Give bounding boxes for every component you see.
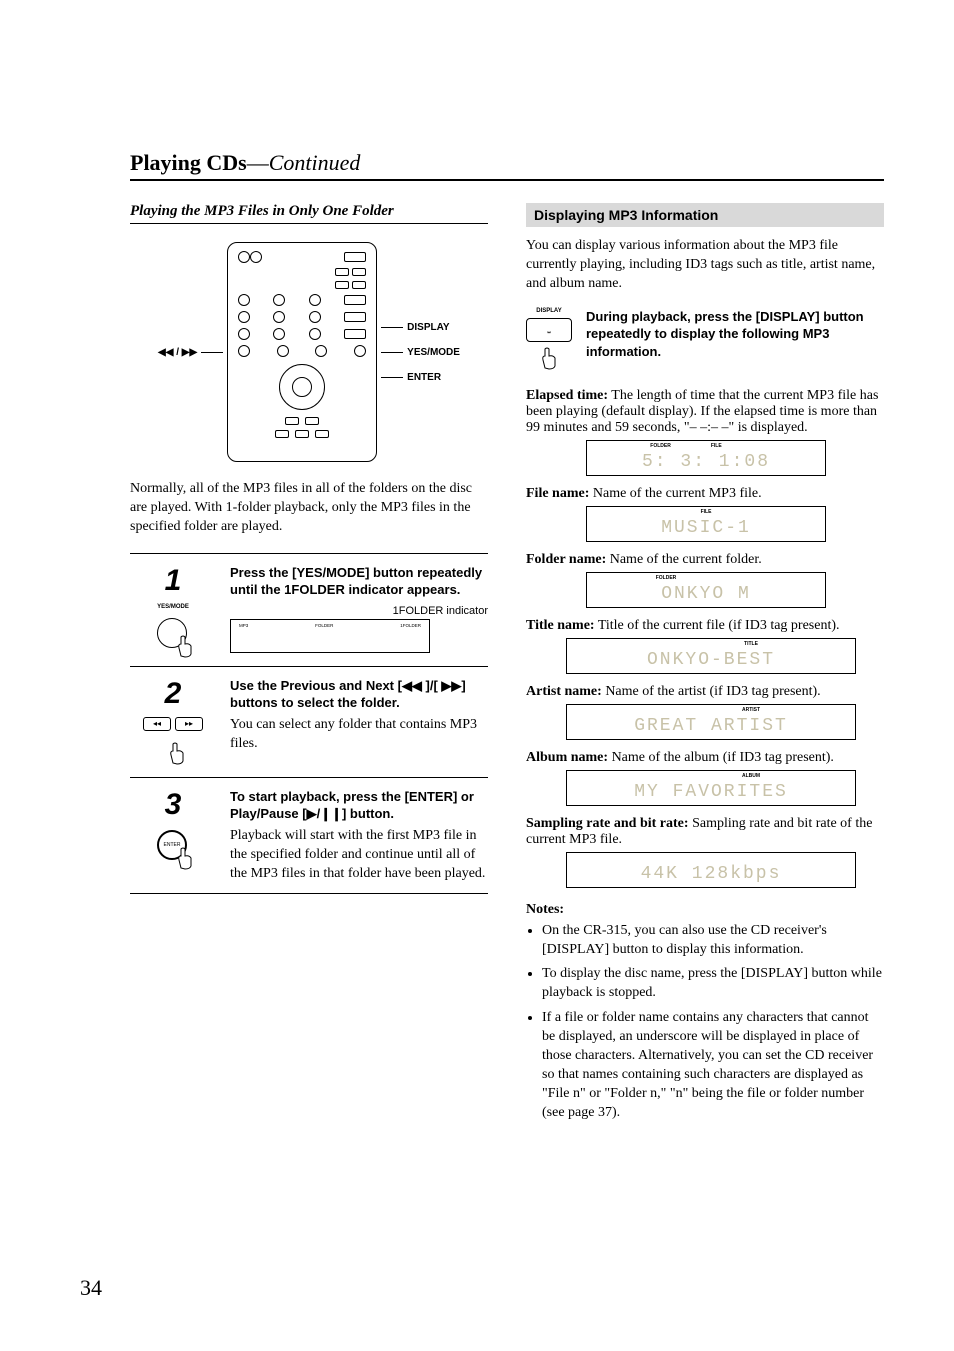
lcd-mp3: MP3: [239, 623, 248, 649]
notes-list: On the CR-315, you can also use the CD r…: [526, 922, 884, 1123]
diagram-label-prevnext: ◀◀ / ▶▶: [158, 347, 197, 358]
info-item-label: Artist name: Name of the artist (if ID3 …: [526, 684, 884, 700]
diagram-label-display: DISPLAY: [407, 322, 449, 333]
lcd-segment-text: 5: 3: 1:08: [642, 452, 770, 472]
section-title: Playing the MP3 Files in Only One Folder: [130, 203, 488, 224]
display-button-icon: ⎵: [526, 318, 572, 342]
step-number: 2: [165, 677, 182, 711]
lcd-segment-text: GREAT ARTIST: [634, 716, 788, 736]
diagram-label-yesmode: YES/MODE: [407, 347, 460, 358]
info-item-label-text: Name of the current MP3 file.: [589, 486, 761, 501]
title-sep: —: [247, 150, 269, 175]
info-item-label-bold: Elapsed time:: [526, 388, 608, 403]
info-item-label-bold: Title name:: [526, 618, 595, 633]
note-item: To display the disc name, press the [DIS…: [542, 965, 884, 1003]
info-item-label-text: Name of the current folder.: [606, 552, 762, 567]
lcd-display: ARTIST GREAT ARTIST: [566, 704, 856, 740]
intro-paragraph: Normally, all of the MP3 files in all of…: [130, 480, 488, 537]
info-item-label: Title name: Title of the current file (i…: [526, 618, 884, 634]
step1-lcd: MP3 FOLDER 1FOLDER: [230, 619, 430, 653]
display-instruction-text: During playback, press the [DISPLAY] but…: [586, 308, 884, 361]
lcd-top-labels: TITLE: [567, 641, 855, 647]
right-column: Displaying MP3 Information You can displ…: [526, 203, 884, 1129]
lcd-display: TITLE ONKYO-BEST: [566, 638, 856, 674]
info-item-label: Album name: Name of the album (if ID3 ta…: [526, 750, 884, 766]
step-number: 1: [165, 564, 182, 598]
press-icon: [151, 616, 195, 656]
info-item-label-text: Name of the artist (if ID3 tag present).: [602, 684, 821, 699]
lcd-display: FOLDERFILE 5: 3: 1:08: [586, 440, 826, 476]
display-instruction: DISPLAY ⎵ During playback, press the [DI…: [526, 308, 884, 370]
lcd-display: FOLDER ONKYO M: [586, 572, 826, 608]
prev-button-icon: ◂◂: [143, 717, 171, 731]
next-button-icon: ▸▸: [175, 717, 203, 731]
grey-heading: Displaying MP3 Information: [526, 203, 884, 227]
lcd-top-labels: FOLDERFILE: [587, 443, 825, 449]
lcd-display: FILE MUSIC-1: [586, 506, 826, 542]
hand-icon: [173, 846, 197, 870]
lcd-segment-text: ONKYO M: [661, 584, 751, 604]
step1-button-caption: YES/MODE: [157, 604, 189, 610]
lcd-top-labels: FOLDER: [587, 575, 825, 581]
info-item-label: Folder name: Name of the current folder.: [526, 552, 884, 568]
lcd-top-labels: FILE: [587, 509, 825, 515]
info-item-label-text: Title of the current file (if ID3 tag pr…: [595, 618, 840, 633]
lcd-display: 44K 128kbps: [566, 852, 856, 888]
hand-icon: [537, 346, 561, 370]
step2-head: Use the Previous and Next [◀◀ ]/[ ▶▶] bu…: [230, 677, 488, 712]
lcd-folder: FOLDER: [315, 623, 333, 649]
info-item-label-bold: Sampling rate and bit rate:: [526, 816, 689, 831]
info-item-label: Sampling rate and bit rate: Sampling rat…: [526, 816, 884, 848]
prev-next-buttons: ◂◂ ▸▸: [143, 717, 203, 731]
left-column: Playing the MP3 Files in Only One Folder…: [130, 203, 488, 1129]
step-3: 3 ENTER To start playback, press the [EN…: [130, 777, 488, 895]
remote-diagram: ◀◀ / ▶▶ DISPLAY YES/MODE ENTER: [130, 242, 488, 462]
info-item-label-bold: Folder name:: [526, 552, 606, 567]
step3-head: To start playback, press the [ENTER] or …: [230, 788, 488, 823]
page-title: Playing CDs—Continued: [130, 150, 884, 181]
info-item-label: File name: Name of the current MP3 file.: [526, 486, 884, 502]
step-2: 2 ◂◂ ▸▸ Use the Previous and Next [◀◀ ]/…: [130, 666, 488, 777]
diagram-label-enter: ENTER: [407, 372, 441, 383]
press-icon: [151, 737, 195, 767]
notes-heading: Notes:: [526, 902, 884, 918]
lcd-segment-text: MUSIC-1: [661, 518, 751, 538]
step3-text: Playback will start with the first MP3 f…: [230, 827, 488, 884]
info-item-label-bold: File name:: [526, 486, 589, 501]
note-item: On the CR-315, you can also use the CD r…: [542, 922, 884, 960]
info-item-label: Elapsed time: The length of time that th…: [526, 388, 884, 436]
lcd-top-labels: ARTIST: [567, 707, 855, 713]
indicator-label: 1FOLDER indicator: [230, 605, 488, 617]
hand-icon: [173, 634, 197, 658]
info-item-label-bold: Artist name:: [526, 684, 602, 699]
lcd-top-labels: ALBUM: [567, 773, 855, 779]
lcd-segment-text: ONKYO-BEST: [647, 650, 775, 670]
step-1: 1 YES/MODE Press the [YES/MODE] button r…: [130, 553, 488, 666]
note-item: If a file or folder name contains any ch…: [542, 1009, 884, 1122]
lcd-display: ALBUM MY FAVORITES: [566, 770, 856, 806]
step2-text: You can select any folder that contains …: [230, 716, 488, 754]
press-icon: ENTER: [151, 828, 195, 868]
title-main: Playing CDs: [130, 150, 247, 175]
lcd-segment-text: MY FAVORITES: [634, 782, 788, 802]
step-number: 3: [165, 788, 182, 822]
title-sub: Continued: [269, 150, 361, 175]
info-item-label-bold: Album name:: [526, 750, 608, 765]
display-icon-caption: DISPLAY: [536, 308, 561, 314]
right-intro: You can display various information abou…: [526, 237, 884, 294]
page-number: 34: [80, 1275, 102, 1301]
lcd-segment-text: 44K 128kbps: [641, 864, 782, 884]
lcd-1folder: 1FOLDER: [400, 623, 421, 649]
step1-head: Press the [YES/MODE] button repeatedly u…: [230, 564, 488, 599]
remote-outline: [227, 242, 377, 462]
info-item-label-text: Name of the album (if ID3 tag present).: [608, 750, 834, 765]
hand-icon: [165, 741, 189, 765]
